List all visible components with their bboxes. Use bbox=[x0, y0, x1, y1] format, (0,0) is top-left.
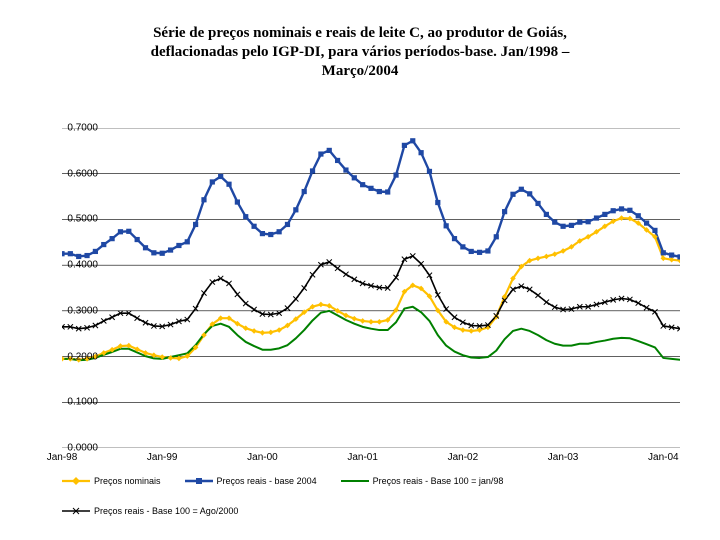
legend-label: Preços nominais bbox=[94, 476, 161, 486]
legend-label: Preços reais - Base 100 = Ago/2000 bbox=[94, 506, 238, 516]
x-tick-label: Jan-03 bbox=[548, 452, 579, 463]
x-tick-label: Jan-00 bbox=[247, 452, 278, 463]
x-tick-label: Jan-02 bbox=[448, 452, 479, 463]
legend-item-real2004: Preços reais - base 2004 bbox=[185, 475, 317, 487]
page: Série de preços nominais e reais de leit… bbox=[0, 0, 720, 540]
legend: Preços nominais Preços reais - base 2004 P… bbox=[62, 475, 680, 517]
y-tick-label: 0.3000 bbox=[67, 305, 98, 316]
x-tick-label: Jan-01 bbox=[347, 452, 378, 463]
legend-item-real_jan98: Preços reais - Base 100 = jan/98 bbox=[341, 475, 504, 487]
x-tick-label: Jan-04 bbox=[648, 452, 679, 463]
legend-swatch bbox=[185, 475, 213, 487]
y-tick-label: 0.6000 bbox=[67, 168, 98, 179]
legend-swatch bbox=[62, 505, 90, 517]
title-line-3: Março/2004 bbox=[322, 63, 399, 79]
y-tick-label: 0.7000 bbox=[67, 123, 98, 134]
y-tick-label: 0.5000 bbox=[67, 214, 98, 225]
plot-area bbox=[62, 128, 680, 448]
y-tick-label: 0.4000 bbox=[67, 260, 98, 271]
title-line-2: deflacionadas pelo IGP-DI, para vários p… bbox=[151, 44, 570, 60]
y-tick-label: 0.2000 bbox=[67, 351, 98, 362]
legend-label: Preços reais - base 2004 bbox=[217, 476, 317, 486]
legend-item-nominal: Preços nominais bbox=[62, 475, 161, 487]
x-tick-label: Jan-98 bbox=[47, 452, 78, 463]
chart-svg bbox=[62, 128, 680, 448]
y-tick-label: 0.1000 bbox=[67, 397, 98, 408]
legend-swatch bbox=[62, 475, 90, 487]
title-line-1: Série de preços nominais e reais de leit… bbox=[153, 25, 567, 41]
x-tick-label: Jan-99 bbox=[147, 452, 178, 463]
legend-item-real_ago2000: Preços reais - Base 100 = Ago/2000 bbox=[62, 505, 238, 517]
legend-label: Preços reais - Base 100 = jan/98 bbox=[373, 476, 504, 486]
legend-swatch bbox=[341, 475, 369, 487]
chart-title: Série de preços nominais e reais de leit… bbox=[60, 24, 660, 80]
